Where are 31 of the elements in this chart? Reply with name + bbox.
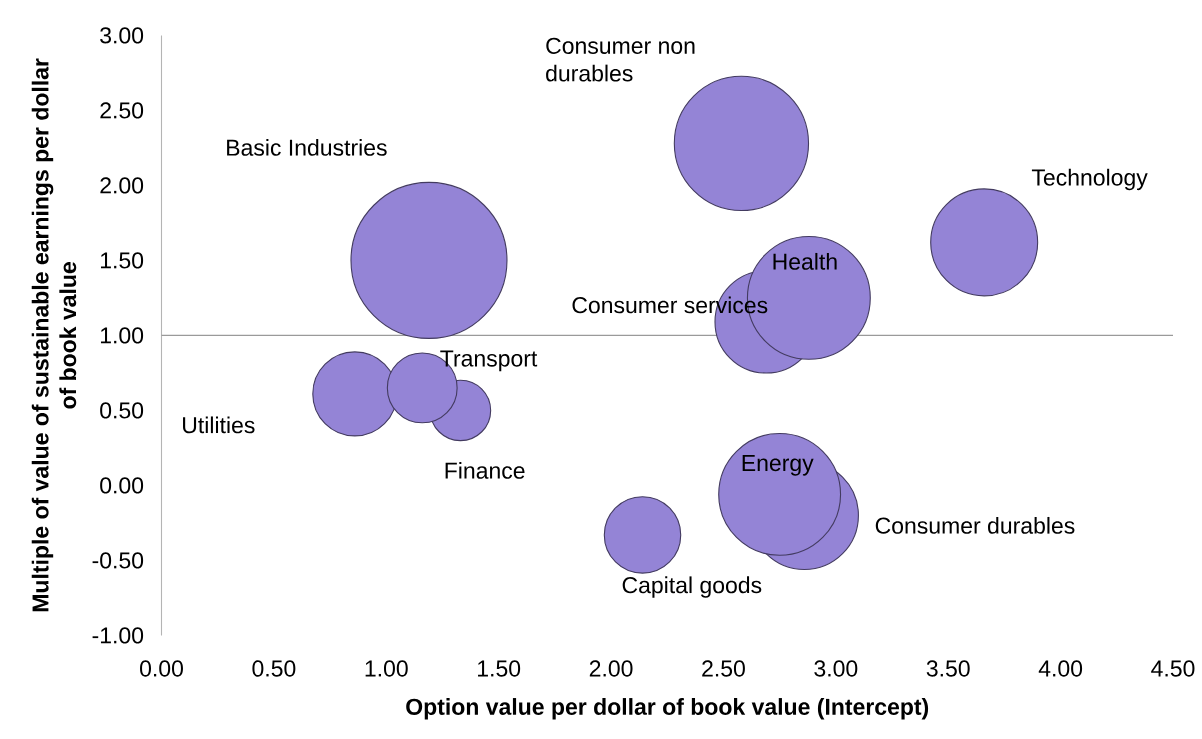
x-tick-label: 1.00 bbox=[365, 660, 408, 677]
x-tick-label: 4.00 bbox=[1038, 660, 1083, 677]
series-label: Technology bbox=[1031, 168, 1148, 191]
series-label: Finance bbox=[445, 461, 525, 479]
text: Basic Industries bbox=[227, 138, 387, 156]
x-tick-label: 0.50 bbox=[252, 660, 296, 677]
y-tick-label: 3.00 bbox=[100, 27, 144, 44]
x-axis-title: Option value per dollar of book value (Intercept) bbox=[406, 698, 929, 720]
y-tick-label: 2.50 bbox=[100, 102, 144, 119]
series-label: Health bbox=[773, 252, 837, 270]
y-tick-label: 0.50 bbox=[100, 402, 144, 419]
y-tick-label: -0.50 bbox=[92, 552, 144, 569]
series-label: Energy bbox=[742, 455, 814, 476]
x-tick-label: 3.00 bbox=[814, 660, 858, 677]
series-label: Consumer non durables bbox=[546, 37, 695, 82]
text: Utilities bbox=[183, 416, 255, 434]
y-tick-label: 2.00 bbox=[100, 177, 144, 194]
series-label: Capital goods bbox=[622, 576, 762, 598]
series-label: Transport bbox=[440, 350, 538, 372]
x-tick-label: 3.50 bbox=[926, 660, 970, 677]
y-tick-label: 0.00 bbox=[100, 477, 144, 494]
y-axis-title: Multiple of value of sustainable earnings per dollar of book value bbox=[31, 58, 77, 612]
legend-label: Consumer durables bbox=[875, 516, 1075, 534]
x-tick-label: 0.00 bbox=[140, 660, 183, 677]
x-tick-label: 4.50 bbox=[1151, 660, 1195, 677]
x-tick-label: 2.50 bbox=[702, 660, 745, 677]
y-tick-label: 1.50 bbox=[100, 252, 144, 269]
x-tick-label: 2.00 bbox=[589, 660, 633, 677]
y-tick-label: -1.00 bbox=[92, 627, 144, 644]
y-tick-label: 1.00 bbox=[100, 327, 144, 344]
x-tick-label: 1.50 bbox=[478, 660, 521, 677]
